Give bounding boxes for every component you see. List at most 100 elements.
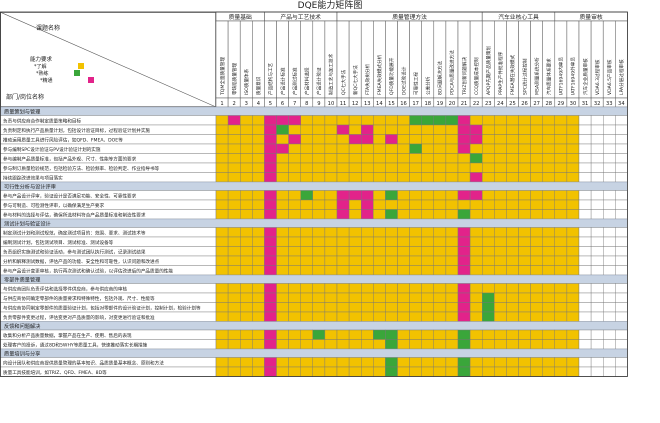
row-3-3-cell-1 (215, 246, 229, 257)
row-6-2-cell-23 (482, 366, 495, 377)
row-2-3-cell-27 (530, 209, 543, 220)
course-number-5: 5 (269, 101, 272, 107)
row-5-1-cell-6 (276, 329, 289, 340)
row-6-2-cell-33 (603, 366, 616, 377)
row-1-2-cell-4 (252, 124, 265, 135)
row-6-1-label: 向设计团队和供应商提供质量管理的基本知识、品质质量基本概念、原则和方法 (3, 359, 164, 366)
row-4-3-cell-3 (239, 302, 253, 313)
course-number-32: 32 (594, 101, 601, 107)
row-3-2-cell-15 (385, 236, 398, 247)
row-1-6-cell-20 (445, 162, 459, 173)
row-4-2-cell-17 (409, 292, 422, 303)
row-4-1-cell-5 (264, 283, 277, 294)
legend-label-1: *了解 (34, 63, 47, 70)
row-4-2-cell-22 (469, 292, 483, 303)
row-3-5-cell-8 (300, 265, 314, 276)
row-3-1-cell-32 (590, 227, 604, 238)
row-1-1-cell-1 (215, 115, 229, 126)
section-band-4 (0, 274, 628, 284)
row-2-2-label: 参与可制造、可检测性评审，以确保满足生产要求 (3, 202, 104, 209)
row-4-2-cell-8 (300, 292, 314, 303)
row-1-3-cell-28 (542, 134, 556, 145)
row-6-1-cell-7 (288, 357, 301, 368)
row-3-4-cell-18 (421, 255, 435, 266)
row-4-4-label: 负责零部件变更过程，评估变更对产品质量的影响，对变更进行验证和批准 (3, 314, 155, 321)
row-1-2-cell-21 (457, 124, 471, 135)
row-5-2-cell-22 (469, 339, 483, 350)
row-1-4-cell-2 (227, 143, 241, 154)
row-4-3-cell-20 (445, 302, 459, 313)
section-band-3 (0, 218, 628, 228)
row-4-1-cell-20 (445, 283, 459, 294)
row-1-3-cell-29 (554, 134, 568, 145)
row-2-2-cell-7 (288, 199, 301, 210)
row-6-2-cell-15 (385, 366, 398, 377)
course-label-9: 产品设计验证 (316, 67, 323, 95)
row-4-3-cell-8 (300, 302, 314, 313)
row-4-3-cell-34 (615, 302, 628, 313)
row-1-6-cell-26 (518, 162, 531, 173)
row-1-5-cell-23 (482, 153, 495, 164)
category-label-4: 汽车业核心工具 (498, 13, 539, 21)
requirement-label: 能力要求 (30, 55, 53, 63)
row-3-1-cell-25 (506, 227, 519, 238)
row-1-3-cell-19 (433, 134, 447, 145)
row-3-1-cell-34 (615, 227, 628, 238)
row-5-1-cell-1 (215, 329, 229, 340)
row-2-1-cell-17 (409, 190, 422, 201)
row-1-6-cell-8 (300, 162, 314, 173)
row-3-3-cell-12 (348, 246, 362, 257)
row-1-3-cell-10 (324, 134, 338, 145)
dept-header-label: 部门/岗位名称 (6, 93, 44, 101)
row-3-5-cell-34 (615, 265, 628, 276)
row-3-5-label: 参与产品设计变更审核，执行再次测试和确认试验，以评估改进后的产品质量的性能 (3, 267, 173, 274)
row-1-4-cell-30 (566, 143, 580, 154)
row-4-4-cell-22 (469, 311, 483, 322)
row-3-2-cell-27 (530, 236, 543, 247)
row-5-1-cell-17 (409, 329, 422, 340)
row-2-3-cell-26 (518, 209, 531, 220)
row-6-1-cell-30 (566, 357, 580, 368)
row-2-3-cell-7 (288, 209, 301, 220)
row-4-1-cell-18 (421, 283, 435, 294)
row-1-4-cell-9 (312, 143, 326, 154)
row-1-6-cell-32 (590, 162, 604, 173)
row-4-2-cell-34 (615, 292, 628, 303)
row-3-2-cell-17 (409, 236, 422, 247)
row-1-3-cell-34 (615, 134, 628, 145)
row-3-1-cell-27 (530, 227, 543, 238)
row-3-3-cell-9 (312, 246, 326, 257)
row-2-1-cell-2 (227, 190, 241, 201)
course-number-18: 18 (424, 101, 431, 107)
course-label-16: DOE试验设计 (400, 66, 407, 95)
course-number-30: 30 (570, 101, 577, 107)
row-1-5-cell-28 (542, 153, 556, 164)
row-2-2-cell-20 (445, 199, 459, 210)
row-1-2-cell-30 (566, 124, 580, 135)
row-1-4-cell-20 (445, 143, 459, 154)
row-4-1-cell-33 (603, 283, 616, 294)
course-label-29: IATF16949内审员 (558, 57, 565, 95)
row-3-5-cell-21 (457, 265, 471, 276)
row-1-1-label: 负责与供应商合作制定质量策略和目标 (3, 117, 82, 124)
row-1-6-cell-17 (409, 162, 422, 173)
row-1-3-label: 推动运用质量工具进行风险评估，如QFD、FMEA、DOE等 (3, 136, 123, 143)
row-1-5-cell-25 (506, 153, 519, 164)
row-1-4-cell-11 (336, 143, 350, 154)
row-4-3-cell-6 (276, 302, 289, 313)
row-1-6-cell-34 (615, 162, 628, 173)
row-1-7-cell-15 (385, 172, 398, 183)
row-6-1-cell-20 (445, 357, 459, 368)
row-4-3-cell-17 (409, 302, 422, 313)
row-2-1-cell-15 (385, 190, 398, 201)
row-4-1-cell-24 (494, 283, 507, 294)
row-5-2-cell-28 (542, 339, 556, 350)
row-1-2-cell-34 (615, 124, 628, 135)
row-4-1-cell-6 (276, 283, 289, 294)
row-2-3-cell-2 (227, 209, 241, 220)
row-1-2-cell-25 (506, 124, 519, 135)
row-1-3-cell-1 (215, 134, 229, 145)
row-1-5-cell-33 (603, 153, 616, 164)
row-3-4-cell-3 (239, 255, 253, 266)
row-1-7-cell-19 (433, 172, 447, 183)
